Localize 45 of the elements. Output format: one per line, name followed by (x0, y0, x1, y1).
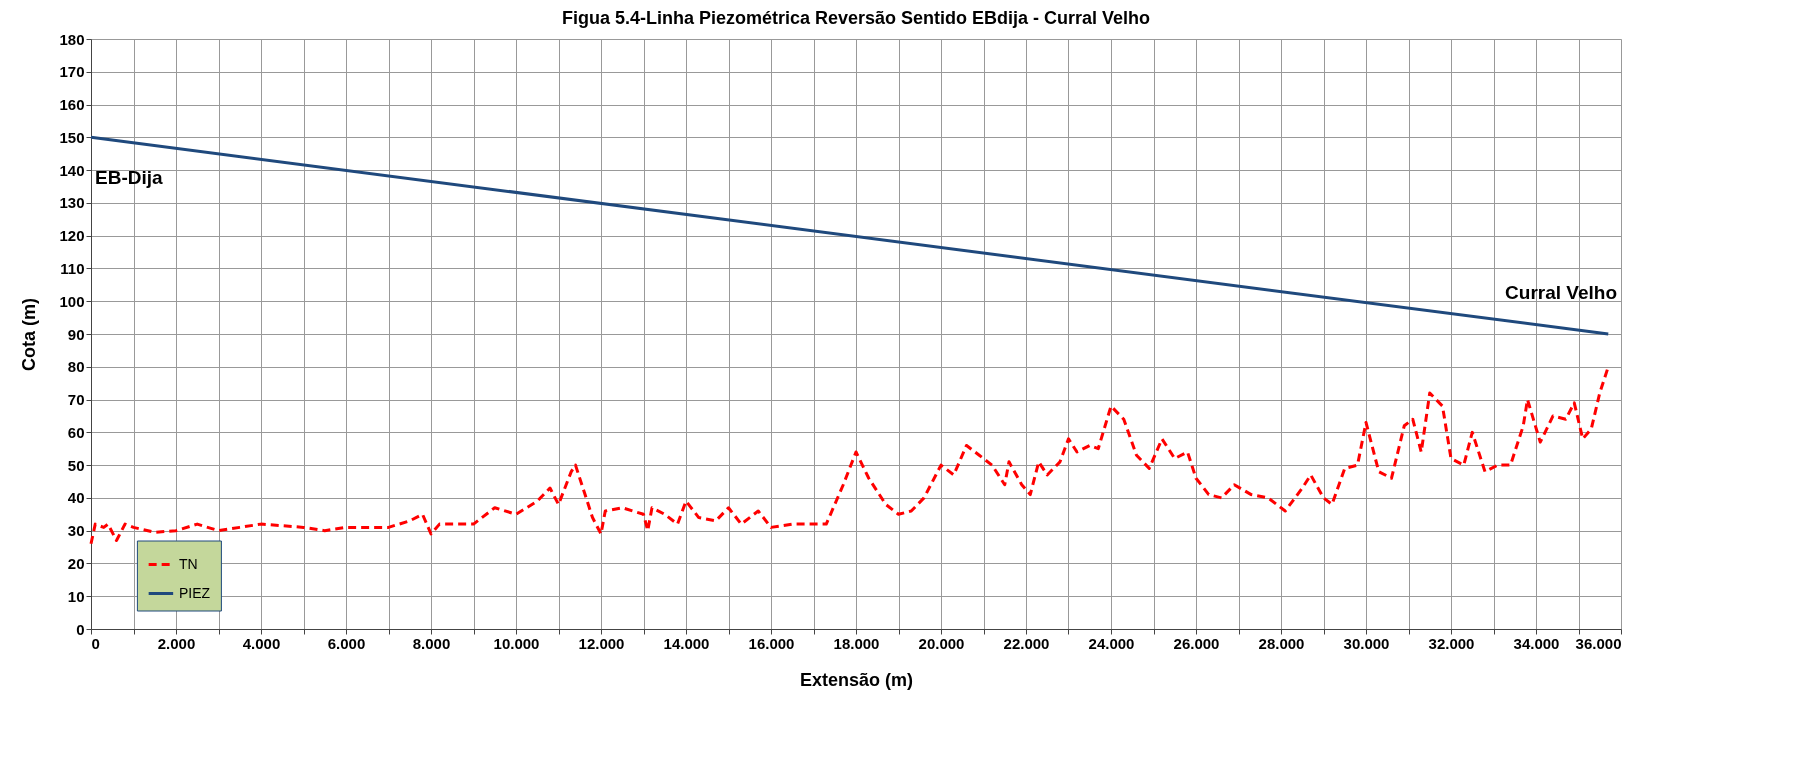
legend-label: PIEZ (178, 584, 211, 601)
x-tick-label: 24.000 (1088, 634, 1135, 652)
x-tick-label: 18.000 (833, 634, 880, 652)
y-tick-label: 30 (67, 522, 85, 540)
x-tick-label: 16.000 (748, 634, 795, 652)
annotation: Curral Velho (1505, 281, 1617, 303)
x-tick-label: 34.000 (1513, 634, 1560, 652)
annotation: EB-Dija (95, 166, 163, 188)
x-tick-label: 26.000 (1173, 634, 1220, 652)
y-tick-label: 20 (67, 554, 85, 572)
y-tick-label: 70 (67, 391, 85, 409)
x-tick-label: 8.000 (412, 634, 451, 652)
x-tick-label: 20.000 (918, 634, 965, 652)
y-tick-label: 140 (59, 161, 85, 179)
x-axis-title: Extensão (m) (799, 669, 914, 690)
y-tick-label: 160 (59, 96, 85, 114)
x-tick-label: 36.000 (1575, 634, 1622, 652)
y-tick-label: 150 (59, 128, 85, 146)
y-tick-label: 170 (59, 63, 85, 81)
y-tick-label: 40 (67, 489, 85, 507)
y-tick-label: 50 (67, 456, 85, 474)
y-tick-label: 90 (67, 325, 85, 343)
x-tick-label: 30.000 (1343, 634, 1390, 652)
y-axis-title: Cota (m) (19, 298, 40, 371)
y-tick-label: 0 (76, 620, 85, 638)
legend-label: TN (178, 555, 198, 572)
y-tick-label: 100 (59, 292, 85, 310)
y-tick-label: 180 (59, 30, 85, 48)
x-tick-label: 14.000 (663, 634, 710, 652)
y-tick-label: 120 (59, 227, 85, 245)
x-tick-label: 0 (91, 634, 100, 652)
y-tick-label: 130 (59, 194, 85, 212)
chart-title: Figua 5.4-Linha Piezométrica Reversão Sentido EBdija - Curral Velho (561, 8, 1151, 28)
y-tick-label: 10 (67, 587, 85, 605)
y-tick-label: 110 (60, 259, 85, 277)
x-tick-label: 4.000 (242, 634, 281, 652)
x-tick-label: 22.000 (1003, 634, 1050, 652)
x-tick-label: 10.000 (493, 634, 540, 652)
x-tick-label: 32.000 (1428, 634, 1475, 652)
x-tick-label: 28.000 (1258, 634, 1305, 652)
x-tick-label: 2.000 (157, 634, 196, 652)
y-tick-label: 60 (67, 423, 85, 441)
y-tick-label: 80 (67, 358, 85, 376)
x-tick-label: 12.000 (578, 634, 625, 652)
x-tick-label: 6.000 (327, 634, 366, 652)
